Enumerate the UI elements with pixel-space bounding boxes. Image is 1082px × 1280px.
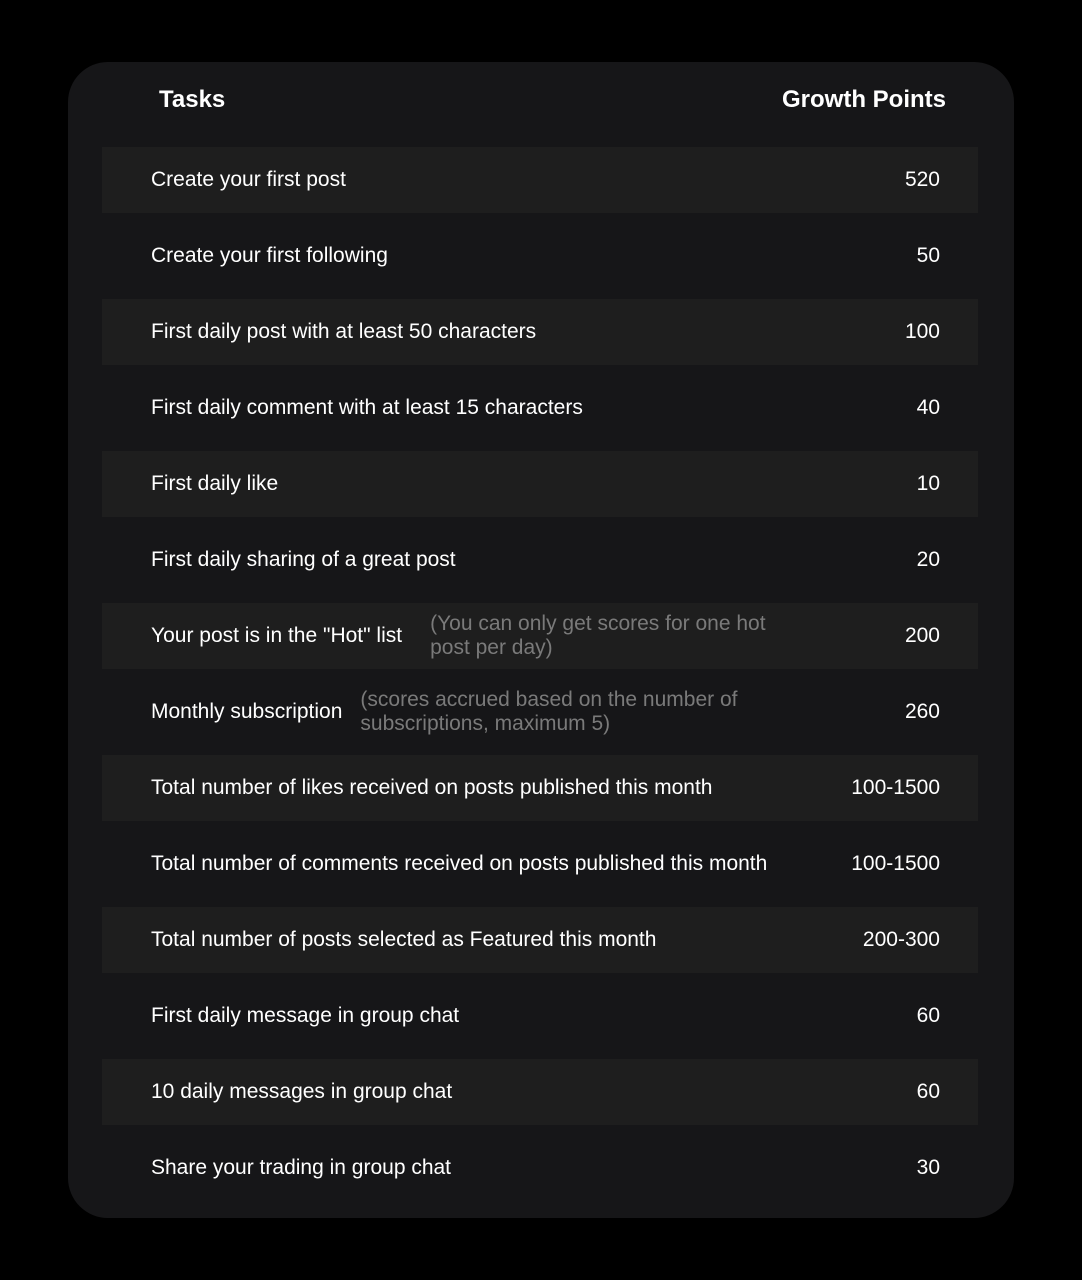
- growth-points: 520: [904, 168, 940, 191]
- growth-points: 100-1500: [851, 852, 940, 875]
- growth-points: 60: [916, 1080, 940, 1103]
- growth-points: 200: [904, 624, 940, 647]
- growth-points: 30: [916, 1156, 940, 1179]
- growth-points: 40: [916, 396, 940, 419]
- task-name: Create your first following: [151, 244, 388, 267]
- tasks-column-header: Tasks: [159, 86, 226, 113]
- task-name: Total number of posts selected as Featur…: [151, 928, 657, 951]
- growth-points: 60: [916, 1004, 940, 1027]
- task-name: Monthly subscription: [151, 700, 343, 723]
- task-name: Share your trading in group chat: [151, 1156, 452, 1179]
- task-name: 10 daily messages in group chat: [151, 1080, 453, 1103]
- table-row: First daily post with at least 50 charac…: [102, 299, 978, 365]
- table-row: Create your first post 520: [102, 147, 978, 213]
- growth-points: 10: [916, 472, 940, 495]
- task-name: First daily post with at least 50 charac…: [151, 320, 537, 343]
- table-row: Your post is in the "Hot" list (You can o…: [102, 603, 978, 669]
- table-row: 10 daily messages in group chat 60: [102, 1059, 978, 1125]
- table-row: First daily like 10: [102, 451, 978, 517]
- table-row: Total number of posts selected as Featur…: [102, 907, 978, 973]
- table-row: Create your first following 50: [102, 223, 978, 289]
- task-name: Total number of likes received on posts …: [151, 776, 713, 799]
- task-name: Total number of comments received on pos…: [151, 852, 768, 875]
- growth-points: 200-300: [862, 928, 940, 951]
- task-name: First daily like: [151, 472, 279, 495]
- task-name: First daily message in group chat: [151, 1004, 460, 1027]
- table-header: Tasks Growth Points: [68, 86, 1014, 118]
- growth-points-table: Tasks Growth Points Create your first po…: [68, 62, 1014, 1218]
- growth-points: 100-1500: [851, 776, 940, 799]
- table-body: Create your first post 520 Create your fir…: [102, 147, 978, 1211]
- growth-points: 100: [904, 320, 940, 343]
- table-row: First daily message in group chat 60: [102, 983, 978, 1049]
- growth-points: 50: [916, 244, 940, 267]
- table-row: Total number of comments received on pos…: [102, 831, 978, 897]
- growth-points: 260: [904, 700, 940, 723]
- table-row: First daily sharing of a great post 20: [102, 527, 978, 593]
- table-row: Share your trading in group chat 30: [102, 1135, 978, 1201]
- task-note: (You can only get scores for one hot pos…: [430, 612, 766, 659]
- task-note: (scores accrued based on the number of s…: [360, 688, 738, 735]
- task-name: First daily comment with at least 15 cha…: [151, 396, 583, 419]
- growth-points: 20: [916, 548, 940, 571]
- table-row: Monthly subscription (scores accrued base…: [102, 679, 978, 745]
- task-name: First daily sharing of a great post: [151, 548, 456, 571]
- task-name: Create your first post: [151, 168, 346, 191]
- task-name: Your post is in the "Hot" list: [151, 624, 403, 647]
- table-row: Total number of likes received on posts …: [102, 755, 978, 821]
- table-row: First daily comment with at least 15 cha…: [102, 375, 978, 441]
- points-column-header: Growth Points: [782, 86, 946, 113]
